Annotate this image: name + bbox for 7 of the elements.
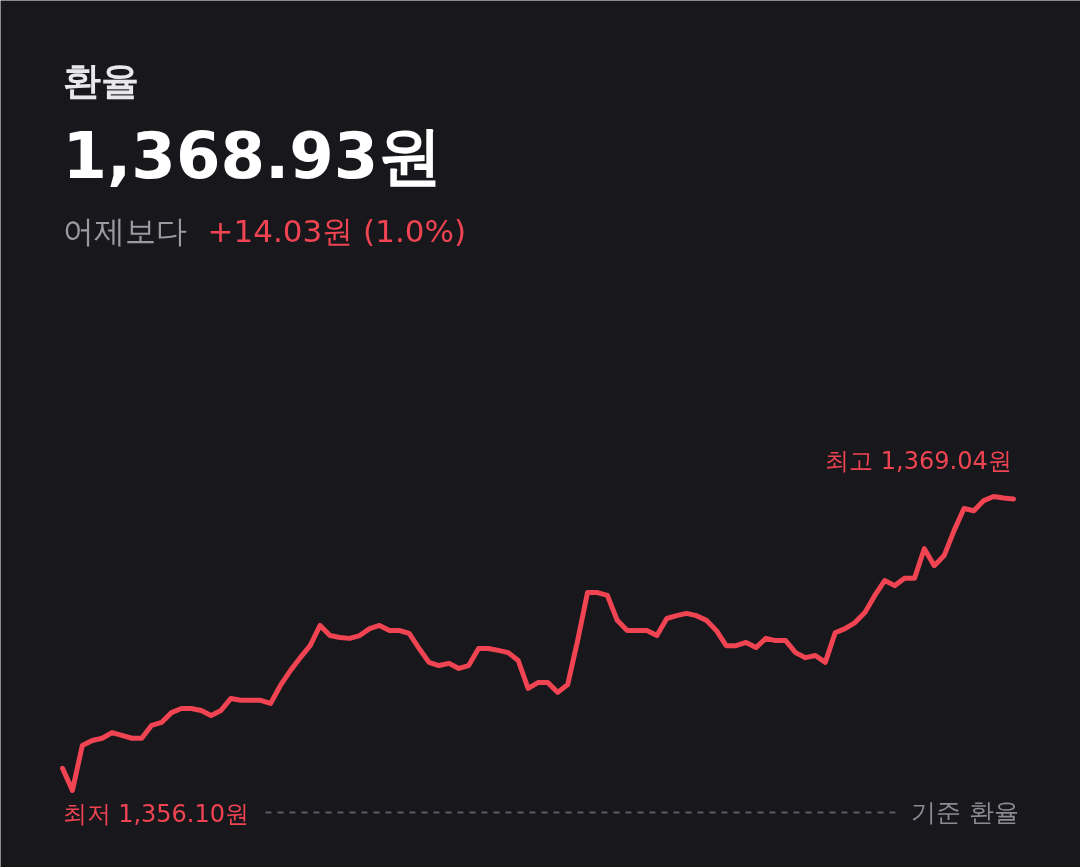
text: 최고 1,369.04원 [825, 446, 1012, 475]
annotation: 최저 1,356.10원 [62, 800, 250, 829]
text: 어제보다 [62, 212, 187, 249]
ref-line-label: 기준 환율 [910, 798, 1019, 827]
chart-subtitle: 1,368.93원 [62, 118, 443, 193]
text: +14.03원 (1.0%) [207, 212, 467, 249]
chart-title: 환율 [62, 58, 139, 103]
